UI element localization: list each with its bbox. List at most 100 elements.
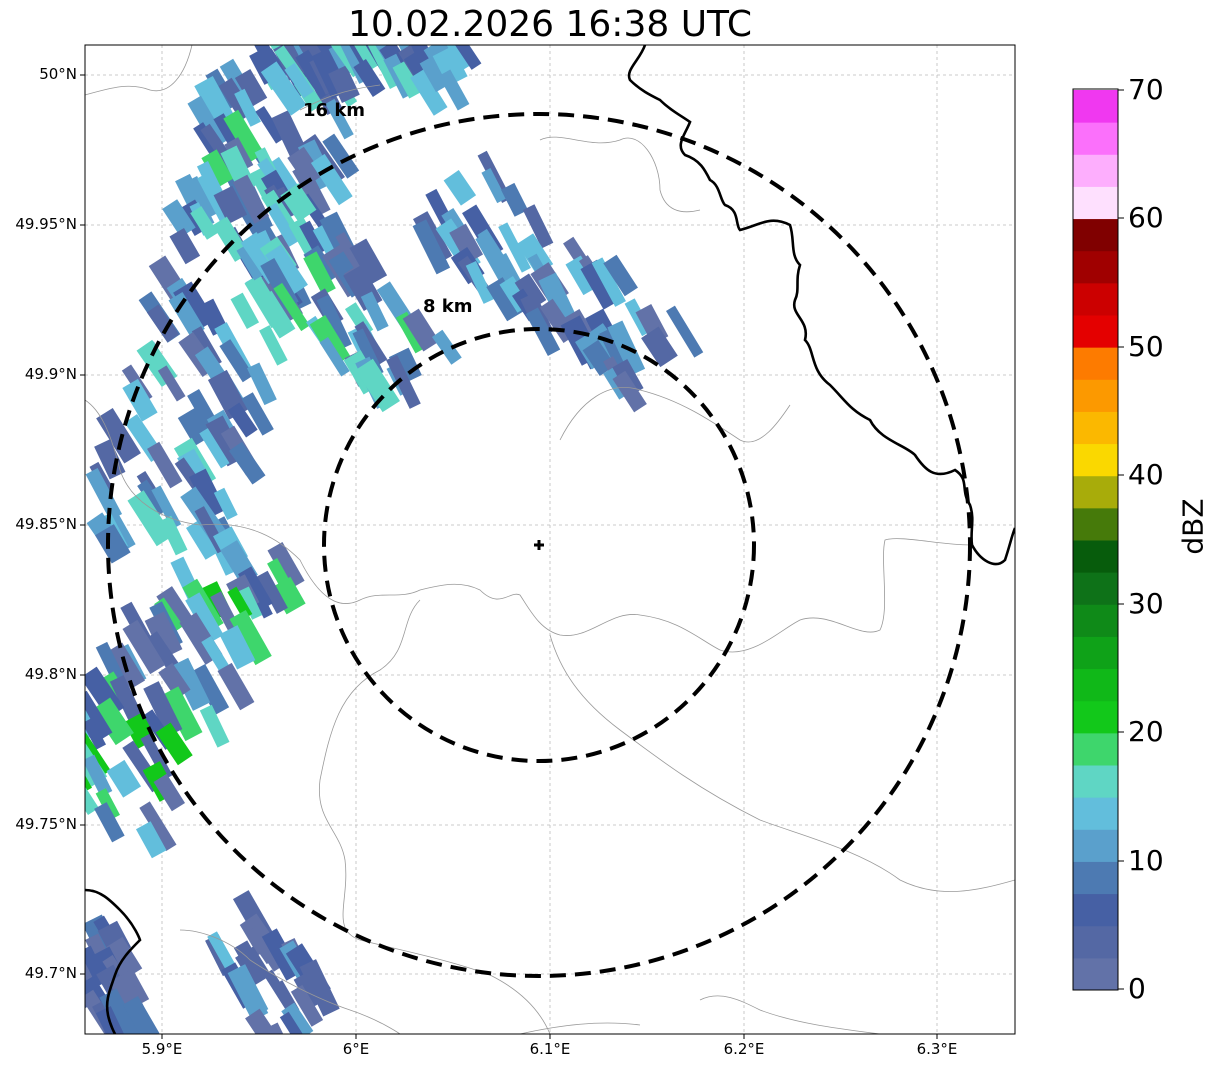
echo-cell (410, 69, 448, 116)
colorbar-tick: 30 (1128, 587, 1164, 620)
echo-cell (284, 63, 314, 99)
colorbar-segment (1073, 540, 1118, 573)
echo-cell (246, 362, 277, 406)
colorbar-segment (1073, 475, 1118, 509)
echo-cell (538, 272, 577, 324)
echo-cell (201, 149, 234, 188)
echo-cell (355, 358, 400, 413)
echo-cell (443, 170, 477, 206)
echo-cell (353, 58, 386, 97)
echo-cell (229, 609, 272, 666)
echo-cell (127, 490, 173, 547)
lat-label: 49.9°N (24, 365, 77, 383)
colorbar-segment (1073, 282, 1118, 316)
colorbar-segment (1073, 90, 1118, 123)
echo-cell (259, 325, 288, 366)
colorbar-segment (1073, 186, 1118, 220)
echo-cell (219, 625, 256, 670)
echo-cell (158, 662, 191, 700)
colorbar-segment (1073, 765, 1118, 798)
echo-cell (319, 337, 350, 377)
echo-cell (85, 690, 113, 741)
echo-cell (412, 219, 451, 275)
echo-cell (591, 257, 626, 307)
lat-label: 49.85°N (15, 515, 77, 533)
echo-cell (144, 611, 183, 659)
colorbar-segment (1073, 507, 1118, 541)
echo-cell (168, 291, 205, 338)
echo-cell (170, 657, 211, 711)
colorbar-segment (1073, 668, 1118, 702)
echo-cell (525, 307, 561, 357)
echo-cell (161, 686, 203, 742)
echo-cell (169, 228, 201, 265)
echo-cell (522, 204, 554, 249)
echo-cell (641, 326, 678, 368)
echo-cell (96, 407, 141, 464)
echo-cell (235, 946, 272, 987)
echo-cell (402, 308, 440, 352)
colorbar-segment (1073, 572, 1118, 605)
echo-cell (106, 759, 142, 798)
echo-cell (500, 182, 529, 217)
echo-cell (303, 251, 336, 296)
colorbar-segment (1073, 122, 1118, 155)
echo-cell (122, 378, 158, 422)
colorbar-tick: 70 (1128, 73, 1164, 106)
echo-cell (122, 996, 160, 1034)
echo-cell (159, 515, 188, 556)
range-ring-8km (322, 327, 756, 763)
echo-cell (94, 802, 125, 843)
colorbar-tick: 20 (1128, 715, 1164, 748)
colorbar-title: dBZ (1176, 498, 1207, 555)
echo-cell (190, 206, 219, 240)
colorbar-segment (1073, 250, 1118, 284)
echo-cell (92, 697, 134, 746)
echo-cell (271, 576, 306, 615)
echo-cell (273, 282, 310, 332)
colorbar-segment (1073, 925, 1118, 959)
echo-cell (135, 821, 167, 859)
echo-cell (267, 541, 305, 590)
echo-cell (316, 294, 352, 350)
colorbar-segment (1073, 443, 1118, 477)
echo-cell (438, 69, 470, 111)
echo-cell (264, 1022, 295, 1034)
echo-cell (42, 742, 85, 794)
echo-cell (186, 518, 222, 560)
echo-cell (95, 641, 125, 684)
echo-cell (432, 46, 468, 87)
echo-cell (328, 65, 360, 103)
lat-label: 49.95°N (15, 215, 77, 233)
echo-cell (281, 1002, 314, 1034)
map-title: 10.02.2026 16:38 UTC (347, 4, 753, 45)
echo-cell (450, 45, 482, 70)
colorbar-segment (1073, 893, 1118, 927)
echo-cell (498, 222, 531, 273)
echo-cell (234, 88, 261, 127)
range-rings (106, 112, 972, 978)
echo-cell (236, 244, 265, 281)
echo-cell (234, 970, 269, 1020)
ring-label-16km: 16 km (303, 100, 366, 121)
radar-site-marker (534, 540, 544, 550)
echo-cell (122, 619, 166, 675)
echo-cell (322, 133, 360, 179)
echo-cell (255, 106, 285, 144)
echo-cell (310, 153, 353, 206)
echo-cell (146, 304, 180, 343)
echo-cell (147, 441, 183, 489)
echo-cell (137, 479, 167, 517)
echo-cell (665, 305, 704, 358)
echo-cell (139, 801, 177, 852)
radar-echoes (42, 45, 704, 1034)
echo-cell (234, 68, 268, 107)
echo-cell (287, 146, 324, 187)
echo-cell (242, 573, 273, 619)
colorbar-segment (1073, 829, 1118, 862)
echo-cell (157, 365, 186, 402)
echo-cell (279, 1011, 315, 1034)
echo-cell (238, 586, 263, 620)
echo-cell (213, 487, 238, 521)
echo-cell (612, 370, 647, 413)
